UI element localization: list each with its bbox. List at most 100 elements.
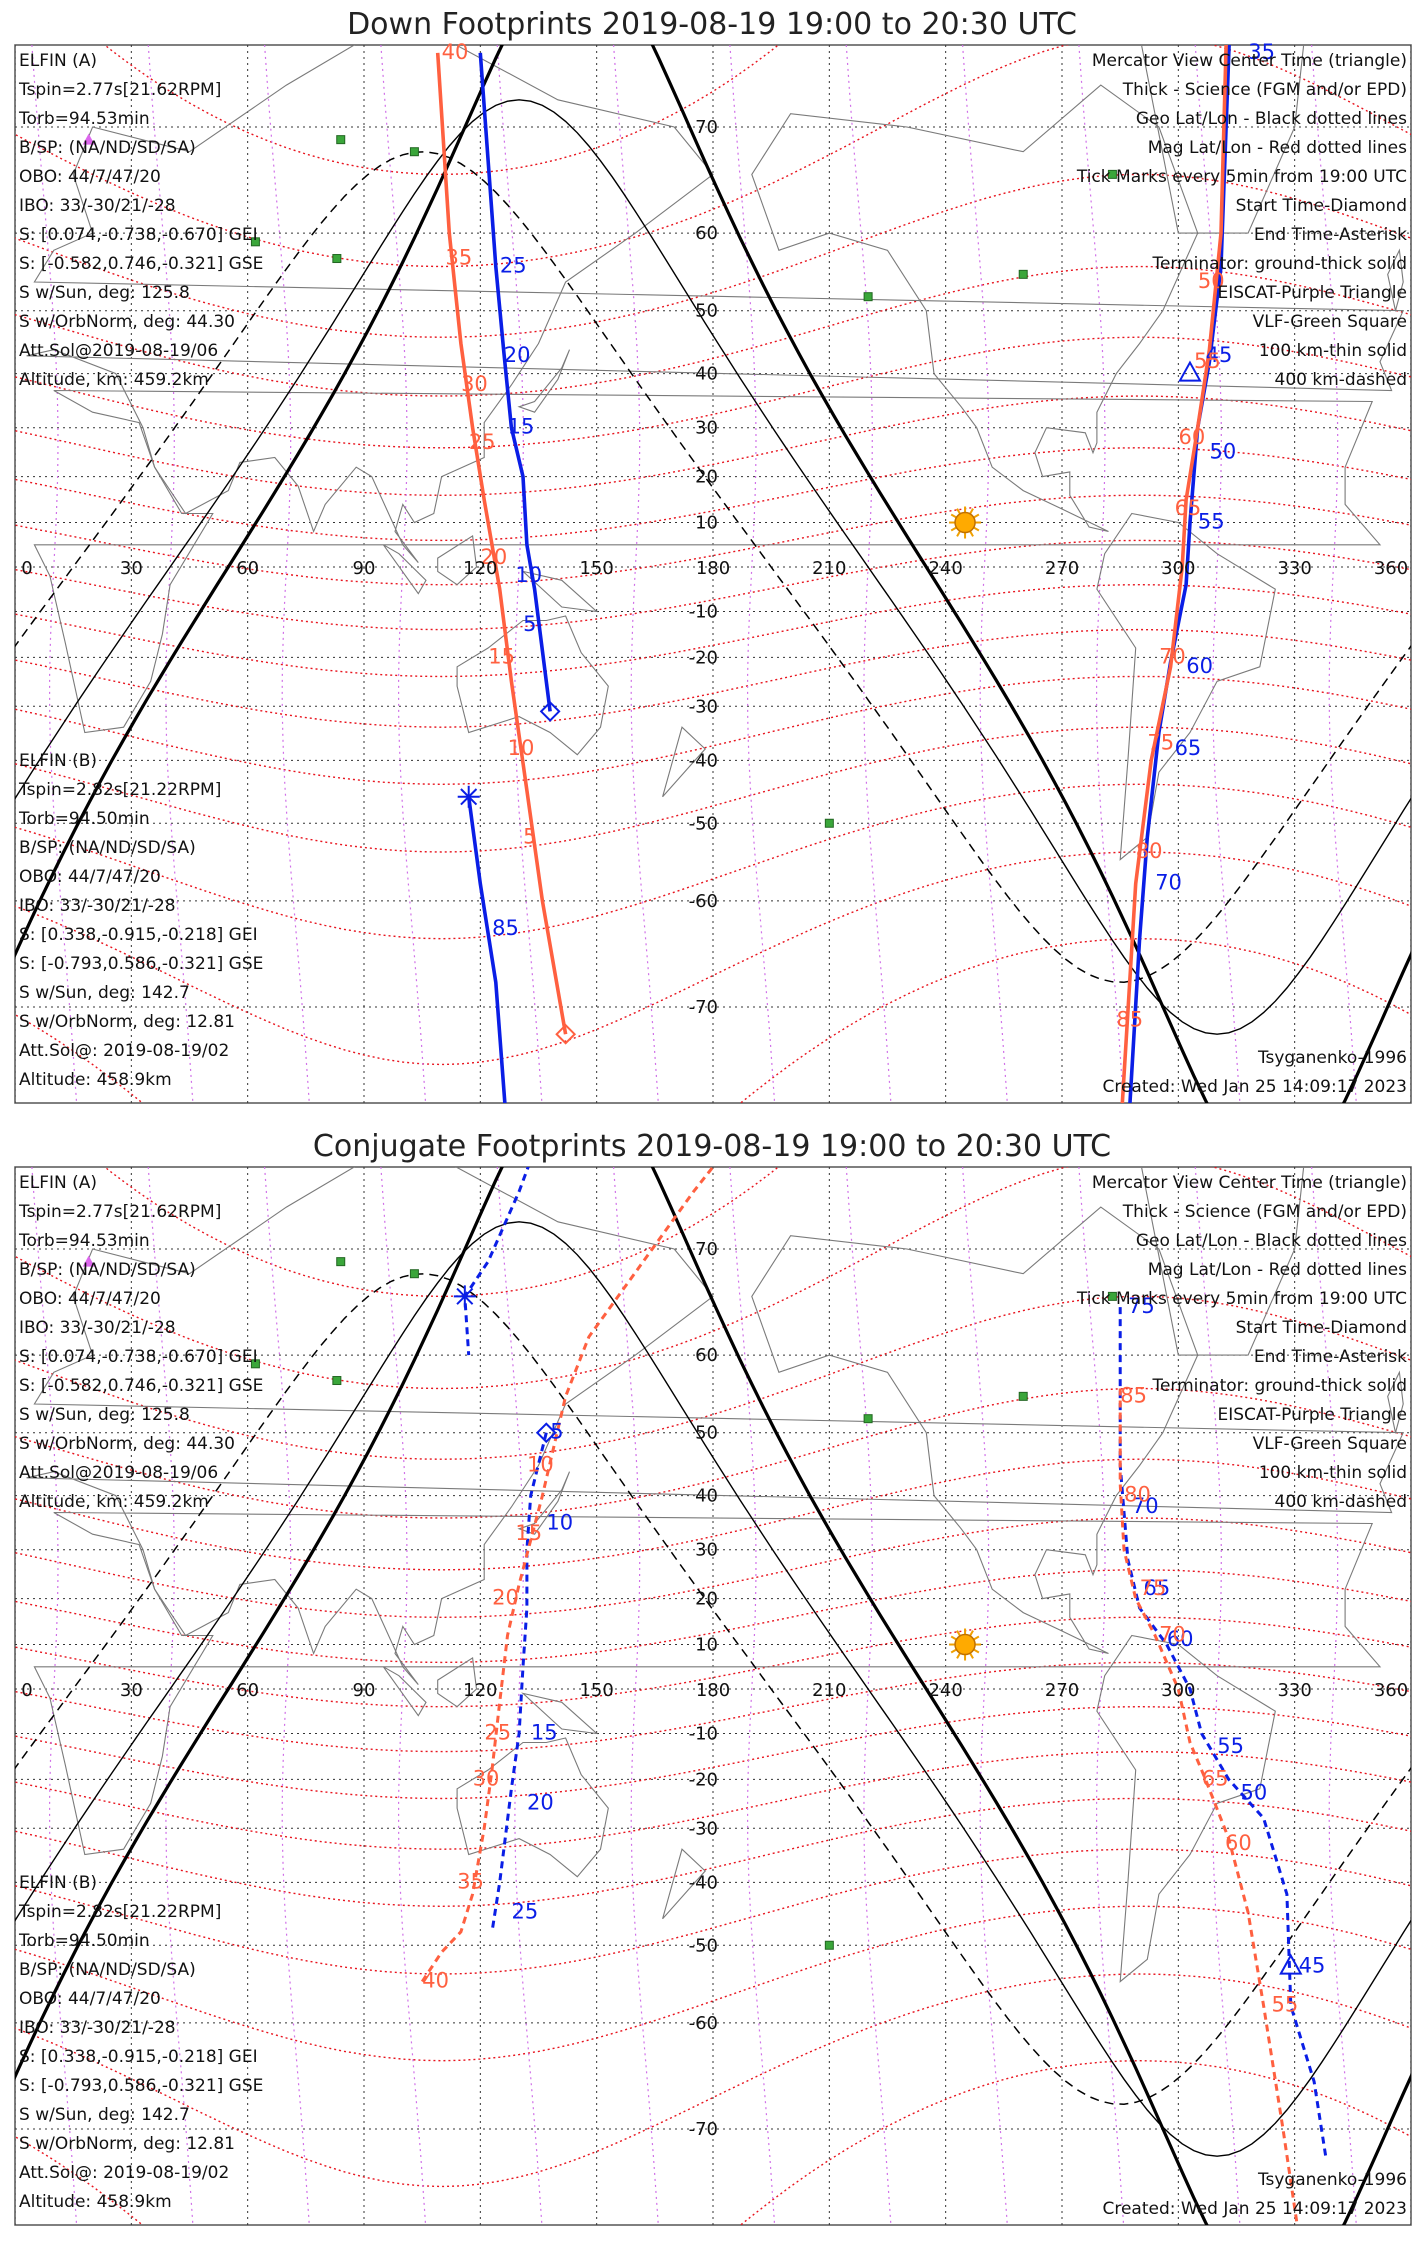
legend-entry: Geo Lat/Lon - Black dotted lines bbox=[1136, 109, 1407, 129]
x-tick-label: 120 bbox=[463, 1680, 497, 1701]
sun-icon bbox=[949, 1628, 982, 1661]
y-tick-label: 20 bbox=[695, 1589, 718, 1610]
elfin-a-track bbox=[1128, 45, 1231, 1103]
mag-longitude-line bbox=[263, 1167, 310, 2225]
legend-entry: VLF-Green Square bbox=[1253, 312, 1407, 332]
satellite-info-line: OBO: 44/7/47/20 bbox=[19, 1289, 161, 1309]
sun-ray bbox=[973, 526, 980, 532]
elfin-b-tick-label: 35 bbox=[457, 1869, 484, 1893]
legend-entry: 400 km-dashed bbox=[1275, 370, 1407, 390]
legend-entry: Mercator View Center Time (triangle) bbox=[1092, 1173, 1407, 1193]
sun-ray bbox=[969, 508, 974, 515]
y-tick-label: 10 bbox=[695, 513, 718, 534]
coastline bbox=[33, 1511, 1382, 1856]
coastline bbox=[456, 615, 609, 756]
end-time-asterisk bbox=[457, 785, 480, 808]
x-tick-label: 150 bbox=[579, 1680, 613, 1701]
satellite-info-line: Tspin=2.82s[21.22RPM] bbox=[18, 1902, 221, 1922]
satellite-info-line: IBO: 33/-30/21/-28 bbox=[19, 196, 176, 216]
mag-longitude-line bbox=[612, 45, 659, 1103]
satellite-info-line: B/SP: (NA/ND/SD/SA) bbox=[19, 1260, 196, 1280]
coastline bbox=[1096, 1634, 1276, 1983]
start-time-diamond bbox=[555, 1023, 577, 1045]
elfin-a-tick-label: 70 bbox=[1155, 871, 1182, 895]
x-tick-label: 360 bbox=[1374, 1680, 1408, 1701]
elfin-b-tick-label: 80 bbox=[1136, 839, 1163, 863]
elfin-b-tick-label: 55 bbox=[1272, 1993, 1299, 2017]
mag-latitude-line bbox=[15, 1750, 1411, 1850]
elfin-a-tick-label: 55 bbox=[1217, 1734, 1244, 1758]
elfin-b-track bbox=[1120, 45, 1228, 1103]
vlf-station-square bbox=[824, 1940, 834, 1950]
elfin-a-tick-label: 70 bbox=[1132, 1494, 1159, 1518]
satellite-info-line: B/SP: (NA/ND/SD/SA) bbox=[19, 838, 196, 858]
sun-ray bbox=[956, 1652, 961, 1659]
eiscat-station-triangle bbox=[82, 1255, 95, 1267]
satellite-info-line: S: [-0.582,0.746,-0.321] GSE bbox=[19, 1376, 263, 1396]
satellite-info-line: S: [0.074,-0.738,-0.670] GEI bbox=[19, 225, 258, 245]
mag-latitude-line bbox=[15, 1905, 1411, 2062]
mag-latitude-line bbox=[15, 494, 1411, 586]
elfin-b-tick-label: 20 bbox=[492, 1586, 519, 1610]
legend-entry: EISCAT-Purple Triangle bbox=[1217, 283, 1407, 303]
x-tick-label: 30 bbox=[120, 558, 143, 579]
legend-entry: EISCAT-Purple Triangle bbox=[1217, 1405, 1407, 1425]
x-tick-label: 270 bbox=[1045, 1680, 1079, 1701]
legend-entry: Start Time-Diamond bbox=[1236, 196, 1407, 216]
vlf-station-square bbox=[409, 147, 419, 157]
elfin-b-tick-label: 80 bbox=[1124, 1483, 1151, 1507]
x-tick-label: 60 bbox=[236, 1680, 259, 1701]
vlf-station-square bbox=[250, 237, 260, 247]
mag-latitude-line bbox=[15, 1517, 1411, 1619]
x-tick-label: 90 bbox=[353, 1680, 376, 1701]
vlf-station-square bbox=[1018, 1391, 1028, 1401]
coastline bbox=[517, 1471, 571, 1535]
elfin-b-tick-label: 10 bbox=[527, 1453, 554, 1477]
mag-latitude-line bbox=[15, 1458, 1411, 1571]
chart-title: Down Footprints 2019-08-19 19:00 to 20:3… bbox=[347, 7, 1077, 42]
mag-latitude-line bbox=[15, 1973, 1411, 2188]
y-tick-label: 70 bbox=[695, 1239, 718, 1260]
elfin-b-tick-label: 40 bbox=[422, 1969, 449, 1993]
mag-longitude-line bbox=[1194, 45, 1241, 1103]
elfin-a-tick-label: 20 bbox=[527, 1790, 554, 1814]
satellite-info-line: S w/Sun, deg: 125.8 bbox=[19, 1405, 190, 1425]
coastline bbox=[662, 726, 706, 798]
satellite-info-line: S: [0.338,-0.915,-0.218] GEI bbox=[19, 925, 258, 945]
coastline bbox=[437, 1656, 478, 1708]
elfin-b-tick-label: 40 bbox=[442, 40, 469, 64]
satellite-info-line: S: [-0.793,0.586,-0.321] GSE bbox=[19, 2076, 263, 2096]
coastline bbox=[382, 544, 427, 595]
satellite-label: ELFIN (A) bbox=[19, 1173, 97, 1193]
x-tick-label: 240 bbox=[928, 1680, 962, 1701]
mag-latitude-line bbox=[15, 1167, 1411, 1390]
sun-ray bbox=[950, 1635, 957, 1641]
legend-entry: End Time-Asterisk bbox=[1254, 1347, 1407, 1367]
legend-entry: Mag Lat/Lon - Red dotted lines bbox=[1148, 1260, 1407, 1280]
satellite-info-line: S w/Sun, deg: 125.8 bbox=[19, 283, 190, 303]
elfin-b-tick-label: 15 bbox=[515, 1521, 542, 1545]
chart-title: Conjugate Footprints 2019-08-19 19:00 to… bbox=[313, 1129, 1111, 1164]
elfin-a-tick-label: 20 bbox=[504, 343, 531, 367]
mag-longitude-line bbox=[31, 1167, 78, 2225]
coastline bbox=[33, 389, 1382, 734]
mag-longitude-line bbox=[961, 1167, 1008, 2225]
vlf-station-square bbox=[332, 254, 342, 264]
elfin-a-tick-label: 60 bbox=[1186, 654, 1213, 678]
legend-entry: 100 km-thin solid bbox=[1259, 341, 1407, 361]
x-tick-label: 300 bbox=[1161, 558, 1195, 579]
coastline bbox=[521, 1692, 599, 1735]
elfin-b-tick-label: 75 bbox=[1140, 1576, 1167, 1600]
mag-latitude-line bbox=[15, 628, 1411, 728]
mag-longitude-line bbox=[1078, 1167, 1125, 2225]
satellite-info-line: Torb=94.50min bbox=[18, 1931, 150, 1951]
elfin-b-tick-label: 5 bbox=[523, 824, 536, 848]
satellite-info-line: Tspin=2.82s[21.22RPM] bbox=[18, 780, 221, 800]
model-label: Tsyganenko-1996 bbox=[1257, 1048, 1407, 1068]
satellite-info-line: Att.Sol@: 2019-08-19/02 bbox=[19, 2163, 229, 2183]
sun-ray bbox=[973, 513, 980, 519]
elfin-b-track bbox=[420, 1167, 715, 1983]
vlf-station-square bbox=[336, 135, 346, 145]
legend-entry: Terminator: ground-thick solid bbox=[1151, 1376, 1407, 1396]
coastline bbox=[751, 84, 1199, 533]
